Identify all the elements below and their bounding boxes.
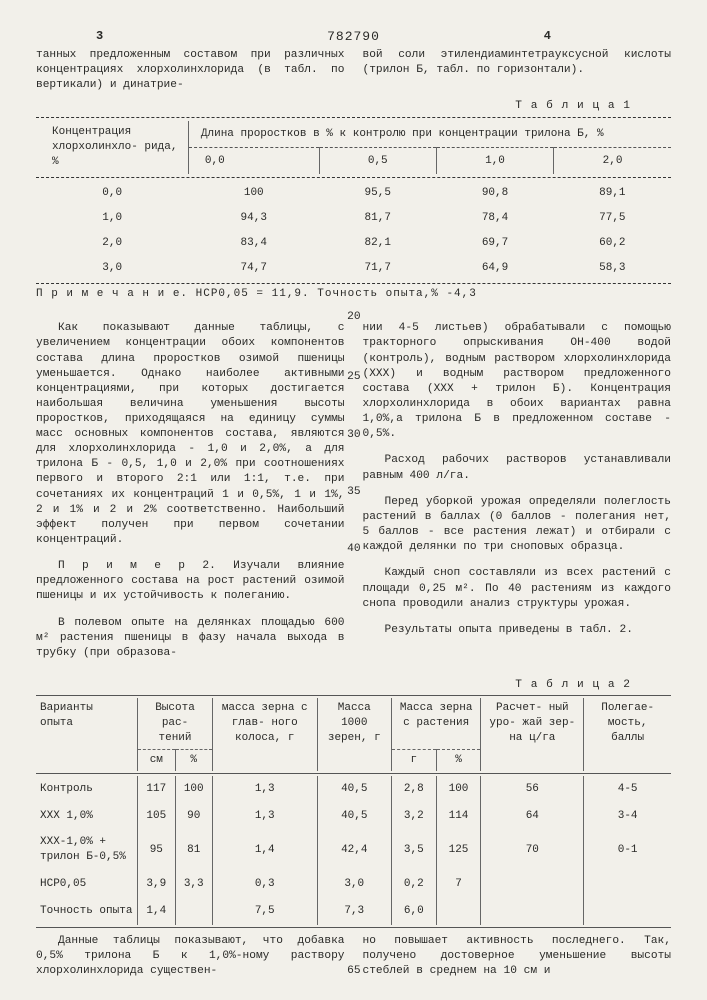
t2-sub: %	[175, 749, 212, 770]
divider	[36, 117, 671, 118]
t1-col: 2,0	[554, 148, 671, 174]
table2-label: Т а б л и ц а 2	[36, 678, 631, 693]
t2-sub: %	[436, 749, 481, 770]
intro-columns: танных предложенным составом при различн…	[36, 48, 671, 93]
intro-left: танных предложенным составом при различн…	[36, 48, 345, 93]
t2-head: Масса 1000 зерен, г	[317, 698, 391, 749]
divider	[36, 283, 671, 284]
line-ref: 20	[347, 310, 360, 325]
body-right: нии 4-5 листьев) обрабатывали с помощью …	[363, 310, 672, 672]
table-row: НСР0,053,93,30,33,00,27	[36, 871, 671, 898]
table2: Варианты опыта Высота рас- тений масса з…	[36, 698, 671, 924]
table-row: 1,094,381,778,477,5	[36, 206, 671, 231]
page: 3 782790 4 танных предложенным составом …	[0, 0, 707, 1000]
t2-head: Варианты опыта	[36, 698, 138, 749]
paragraph: В полевом опыте на делянках площадью 600…	[36, 616, 345, 661]
table-row: 3,074,771,764,958,3	[36, 256, 671, 281]
table-row: ХХХ 1,0%105901,340,53,2114643-4	[36, 803, 671, 830]
divider	[36, 695, 671, 696]
table-row: Точность опыта1,47,57,36,0	[36, 898, 671, 925]
line-ref: 40	[347, 542, 360, 557]
t1-col: 1,0	[436, 148, 553, 174]
divider	[36, 927, 671, 928]
body-columns: Как показывают данные таблицы, с увеличе…	[36, 310, 671, 672]
document-number: 782790	[327, 28, 380, 46]
paragraph: нии 4-5 листьев) обрабатывали с помощью …	[363, 321, 672, 442]
intro-right: вой соли этилендиаминтетрауксусной кисло…	[363, 48, 672, 93]
t2-head: масса зерна с глав- ного колоса, г	[212, 698, 317, 749]
t1-col: 0,5	[319, 148, 436, 174]
paragraph: Каждый сноп составляли из всех растений …	[363, 566, 672, 611]
t2-head: Высота рас- тений	[138, 698, 213, 749]
table-row: Контроль1171001,340,52,8100564-5	[36, 776, 671, 803]
paragraph: Как показывают данные таблицы, с увеличе…	[36, 321, 345, 548]
page-num-left: 3	[96, 28, 103, 44]
page-header: 3 782790 4	[36, 28, 671, 48]
table1-label: Т а б л и ц а 1	[36, 99, 631, 114]
paragraph: Результаты опыта приведены в табл. 2.	[363, 623, 672, 638]
footer-right: но повышает активность последнего. Так, …	[363, 934, 672, 979]
t1-col: 0,0	[188, 148, 319, 174]
paragraph: Расход рабочих растворов устанавливали р…	[363, 453, 672, 483]
line-ref: 30	[347, 428, 360, 443]
t2-sub: г	[392, 749, 437, 770]
t2-head: Масса зерна с растения	[392, 698, 481, 749]
table-row: 2,083,482,169,760,2	[36, 231, 671, 256]
line-ref: 65	[347, 964, 360, 979]
t1-head-right: Длина проростков в % к контролю при конц…	[188, 121, 671, 147]
page-num-right: 4	[544, 28, 551, 44]
table-row: 0,010095,590,889,1	[36, 181, 671, 206]
t2-head: Расчет- ный уро- жай зер- на ц/га	[481, 698, 584, 749]
table-row: ХХХ-1,0% + трилон Б-0,5%95811,442,43,512…	[36, 829, 671, 871]
line-ref: 25	[347, 370, 360, 385]
t2-sub: см	[138, 749, 175, 770]
paragraph: П р и м е р 2. Изучали влияние предложен…	[36, 559, 345, 604]
body-left: Как показывают данные таблицы, с увеличе…	[36, 310, 345, 672]
t1-head-left: Концентрация хлорхолинхло- рида, %	[36, 121, 188, 174]
footer-left: Данные таблицы показывают, что добавка 0…	[36, 934, 345, 979]
table1-note: П р и м е ч а н и е. НСР0,05 = 11,9. Точ…	[36, 287, 671, 302]
t2-head: Полегае- мость, баллы	[584, 698, 671, 749]
paragraph: Перед уборкой урожая определяли полеглос…	[363, 495, 672, 555]
table1: Концентрация хлорхолинхло- рида, % Длина…	[36, 121, 671, 280]
footer-columns: Данные таблицы показывают, что добавка 0…	[36, 934, 671, 979]
line-ref: 35	[347, 485, 360, 500]
